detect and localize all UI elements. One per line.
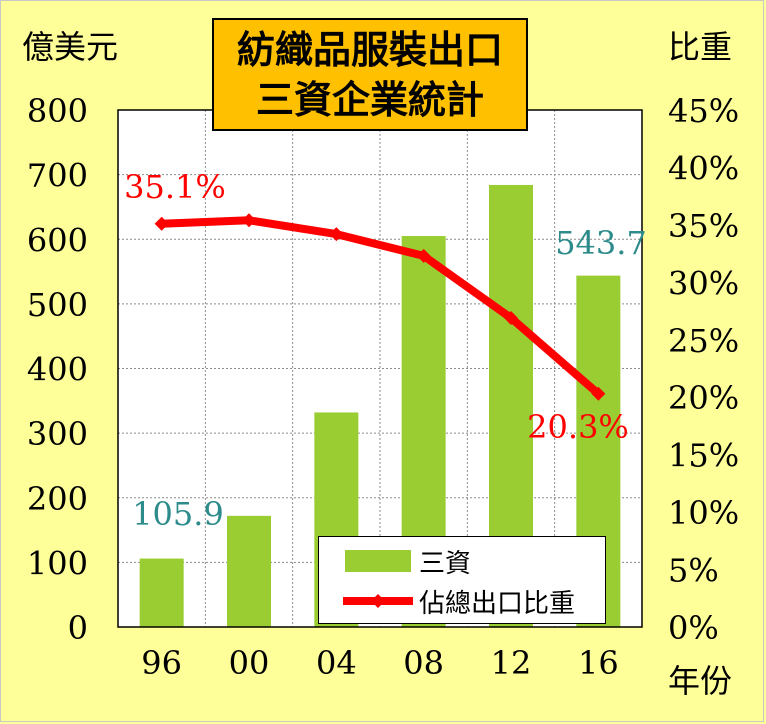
line-marker: [591, 386, 606, 401]
line-marker: [154, 216, 169, 231]
x-tick-label: 04: [316, 644, 357, 682]
x-axis-unit: 年份: [668, 662, 733, 700]
line-path: [157, 216, 603, 398]
line-marker: [329, 227, 344, 242]
y-left-tick-label: 800: [27, 92, 88, 130]
x-tick-label: 16: [578, 644, 619, 682]
legend-item-line: 佔總出口比重: [319, 581, 575, 621]
y-left-tick-label: 600: [27, 221, 88, 259]
legend-swatch-bar: [345, 550, 411, 572]
legend-swatch-line: [343, 590, 413, 612]
x-tick-label: 08: [403, 644, 444, 682]
legend: 三資 佔總出口比重: [318, 536, 606, 624]
data-label: 543.7: [555, 224, 647, 262]
line-series: [154, 213, 606, 401]
y-right-tick-label: 0%: [668, 609, 719, 647]
data-label: 20.3%: [527, 408, 629, 446]
line-marker: [242, 213, 256, 228]
chart-title: 紡織品服裝出口 三資企業統計: [212, 18, 528, 131]
line-marker: [416, 248, 431, 263]
x-tick-label: 12: [491, 644, 532, 682]
y-right-tick-label: 30%: [668, 264, 739, 302]
y-right-tick-label: 25%: [668, 322, 739, 360]
axis-labels: 0 100 200 300 400 500 600 700 800 0% 5% 10% 15% 20% 25…: [27, 92, 739, 682]
left-axis-unit: 億美元: [22, 28, 119, 66]
y-left-tick-label: 100: [27, 544, 88, 582]
y-right-tick-label: 15%: [668, 437, 739, 475]
y-left-tick-label: 300: [27, 415, 88, 453]
y-right-tick-label: 40%: [668, 149, 739, 187]
y-left-tick-label: 200: [27, 480, 88, 518]
y-right-tick-label: 10%: [668, 494, 739, 532]
y-right-tick-label: 35%: [668, 207, 739, 245]
legend-item-bar: 三資: [319, 541, 471, 581]
y-right-tick-label: 5%: [668, 552, 719, 590]
bar: [227, 515, 271, 627]
data-label: 105.9: [132, 495, 224, 533]
x-tick-label: 96: [141, 644, 182, 682]
bar: [139, 558, 184, 627]
legend-label-line: 佔總出口比重: [419, 588, 576, 619]
title-line-2: 三資企業統計: [255, 77, 484, 122]
y-left-tick-label: 700: [27, 157, 88, 195]
y-right-tick-label: 45%: [668, 92, 739, 130]
y-right-tick-label: 20%: [668, 379, 739, 417]
y-left-tick-label: 500: [27, 286, 88, 324]
x-tick-label: 00: [229, 644, 270, 682]
data-label: 35.1%: [124, 168, 226, 206]
right-axis-unit: 比重: [668, 28, 733, 66]
legend-label-bar: 三資: [419, 548, 472, 579]
line-marker: [504, 310, 518, 325]
y-left-tick-label: 400: [27, 351, 88, 389]
data-labels: 105.9 543.7 35.1% 20.3%: [124, 168, 647, 533]
title-line-1: 紡織品服裝出口: [236, 27, 503, 72]
y-left-tick-label: 0: [68, 609, 88, 647]
